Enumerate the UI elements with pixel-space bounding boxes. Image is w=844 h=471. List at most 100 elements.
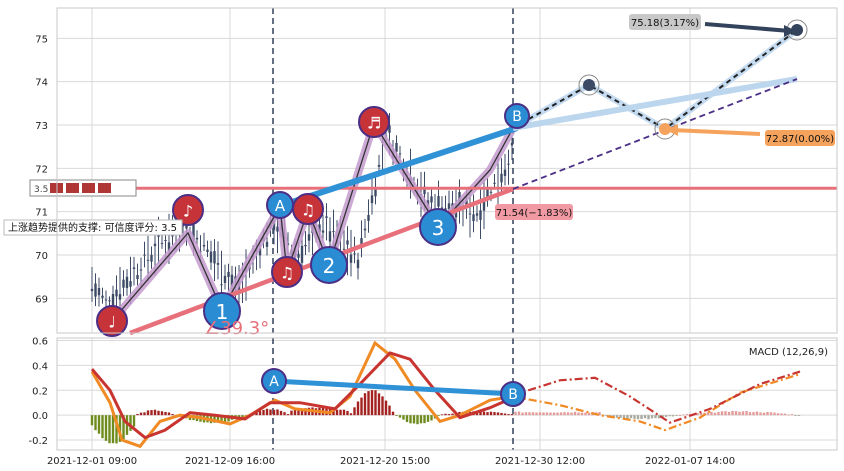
x-tick-label: 2021-12-01 09:00 — [47, 456, 137, 467]
price-y-tick-label: 72 — [35, 164, 48, 175]
macd-histogram-bar — [213, 415, 216, 423]
macd-histogram-bar — [101, 415, 104, 439]
macd-histogram-bar — [766, 412, 769, 416]
candle-body — [157, 234, 160, 237]
x-tick-label: 2021-12-30 12:00 — [495, 456, 585, 467]
macd-histogram — [90, 390, 801, 444]
macd-histogram-bar — [647, 415, 650, 420]
macd-histogram-bar — [423, 415, 426, 424]
candle-body — [213, 251, 216, 264]
macd-histogram-bar — [104, 415, 108, 441]
macd-histogram-bar — [157, 410, 160, 416]
pivot-marker-label: 1 — [216, 300, 229, 324]
macd-histogram-bar — [395, 415, 398, 416]
candle-body — [276, 226, 279, 232]
macd-histogram-bar — [524, 412, 528, 416]
macd-histogram-bar — [731, 410, 734, 416]
macd-histogram-bar — [552, 412, 556, 416]
candle-body — [272, 220, 276, 231]
candle-body — [220, 284, 223, 286]
forecast-label-close: 72.87(0.00%) — [766, 134, 834, 145]
candle-body — [437, 196, 440, 207]
macd-histogram-bar — [143, 412, 146, 416]
x-tick-label: 2022-01-07 14:00 — [645, 456, 735, 467]
price-frame — [56, 7, 838, 334]
macd-histogram-bar — [626, 415, 629, 419]
price-y-tick-label: 74 — [35, 78, 48, 89]
candle-body — [90, 288, 94, 292]
candle-body — [489, 191, 493, 193]
resistance-glyph — [98, 183, 111, 193]
macd-histogram-bar — [780, 413, 783, 416]
macd-y-tick-label: 0.6 — [32, 336, 48, 347]
forecast-upper-band — [512, 76, 798, 131]
candle-body — [500, 173, 503, 183]
macd-histogram-bar — [521, 412, 524, 416]
candle-body — [363, 228, 367, 231]
candle-body — [374, 189, 377, 197]
macd-histogram-bar — [349, 413, 353, 416]
candle-body — [143, 254, 146, 256]
candle-body — [300, 245, 304, 263]
macd-histogram-bar — [720, 411, 724, 416]
candle-body — [97, 288, 101, 296]
macd-histogram-bar — [384, 400, 388, 416]
pivot-marker-letter — [504, 103, 530, 129]
macd-histogram-bar — [794, 415, 797, 416]
candle-body — [388, 125, 391, 133]
macd-histogram-bar — [419, 415, 423, 424]
macd-histogram-bar — [619, 415, 622, 418]
candle-body — [510, 142, 514, 146]
macd-histogram-bar — [412, 415, 416, 424]
candle-body — [472, 214, 475, 222]
candle-body — [258, 248, 262, 256]
macd-divergence-line — [273, 378, 514, 397]
macd-histogram-bar — [640, 415, 643, 419]
macd-histogram-bar — [566, 412, 570, 416]
macd-histogram-bar — [598, 412, 601, 416]
macd-histogram-bar — [381, 396, 384, 416]
candle-body — [223, 275, 227, 283]
price-y-tick-label: 69 — [35, 294, 48, 305]
macd-histogram-bar — [115, 415, 118, 444]
macd-histogram-bar — [388, 405, 391, 416]
forecast-label-high: 75.18(3.17%) — [631, 18, 699, 29]
macd-histogram-bar — [97, 415, 101, 434]
macd-histogram-bar — [622, 415, 626, 419]
macd-histogram-bar — [332, 408, 335, 416]
macd-histogram-bar — [531, 412, 535, 416]
macd-histogram-bar — [370, 390, 374, 416]
macd-histogram-bar — [580, 412, 584, 416]
macd-histogram-bar — [108, 415, 111, 444]
pivot-marker-label: 2 — [323, 254, 336, 278]
macd-histogram-bar — [696, 413, 699, 416]
macd-histogram-bar — [605, 415, 608, 417]
macd-histogram-bar — [489, 411, 493, 416]
candle-body — [423, 186, 426, 195]
candle-body — [356, 259, 360, 269]
candle-body — [108, 300, 111, 302]
macd-histogram-bar — [444, 413, 447, 416]
candle-body — [230, 274, 234, 287]
macd-histogram-bar — [748, 412, 752, 416]
macd-histogram-bar — [304, 408, 307, 416]
macd-histogram-bar — [573, 411, 577, 416]
candle-body — [297, 253, 300, 258]
price-y-tick-label: 70 — [35, 251, 48, 262]
annotation-labels: 75.18(3.17%) 72.87(0.00%) 71.54(−1.83%) 3.5… — [3, 14, 835, 339]
macd-histogram-bar — [335, 409, 339, 416]
macd-histogram-bar — [563, 412, 566, 416]
pivot-marker-label: ♩ — [108, 313, 116, 332]
candle-body — [202, 245, 206, 247]
candle-body — [349, 254, 353, 263]
macd-histogram-bar — [678, 415, 682, 416]
candle-body — [430, 196, 433, 203]
candle-body — [164, 240, 167, 242]
macd-histogram-bar — [570, 412, 573, 416]
macd-histogram-bar — [685, 414, 689, 416]
candle-body — [346, 240, 349, 245]
macd-histogram-bar — [458, 411, 461, 416]
pivot-marker-label: B — [512, 109, 522, 125]
macd-histogram-bar — [164, 412, 167, 416]
